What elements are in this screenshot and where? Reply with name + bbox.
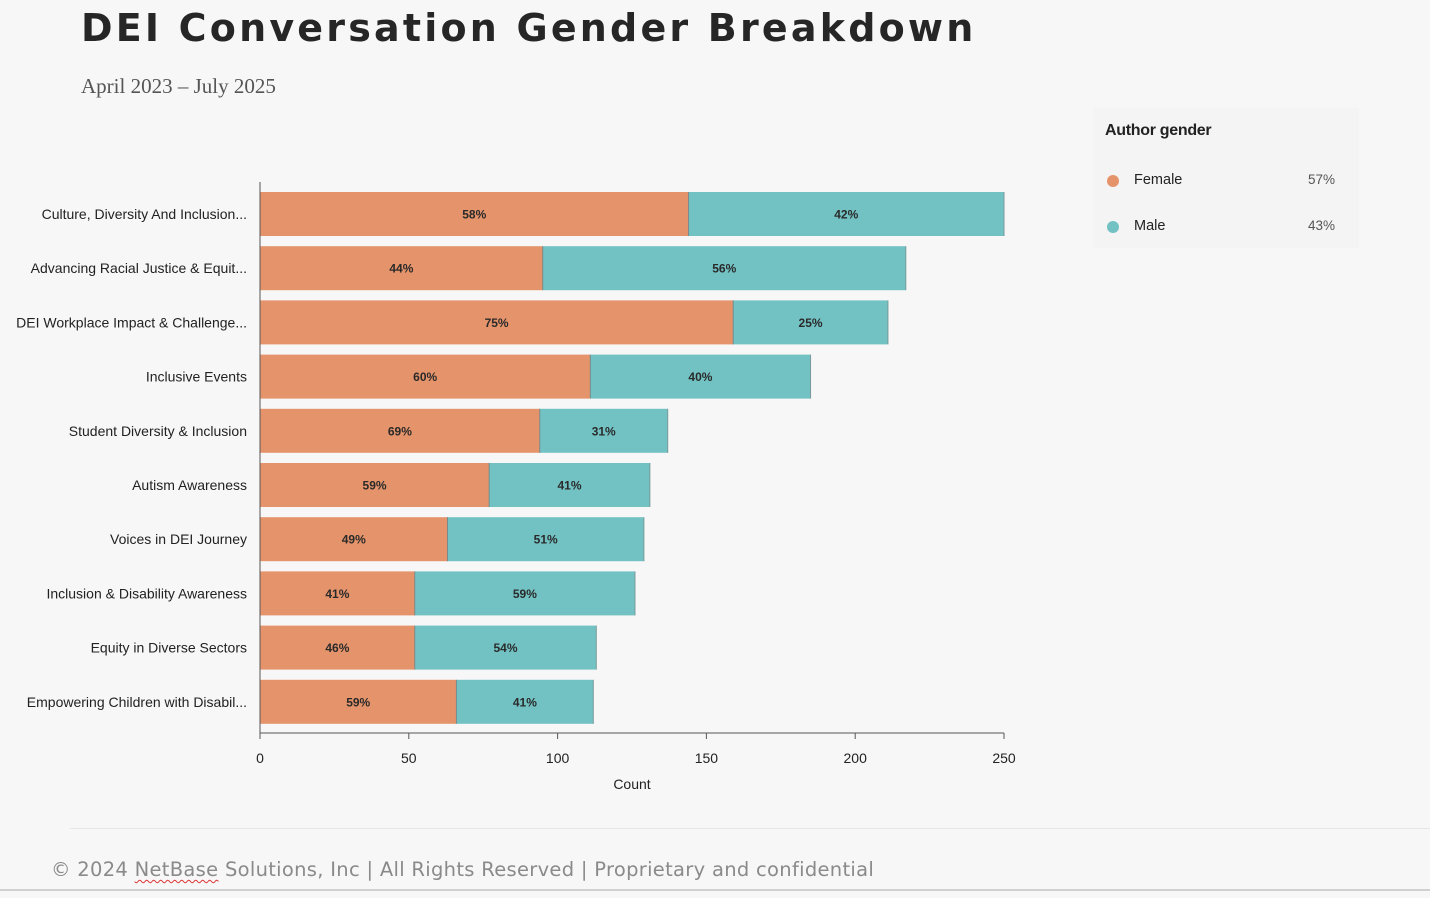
data-label-male: 41% [513,695,537,709]
data-label-female: 44% [389,262,413,276]
bar-male [456,679,594,724]
data-label-male: 25% [799,316,823,330]
legend-pct-male: 43% [1308,218,1336,233]
data-label-female: 49% [342,533,366,547]
bar-male [447,517,644,562]
data-label-male: 41% [557,479,581,493]
bar-female [260,625,415,670]
footer-suffix: Solutions, Inc | All Rights Reserved | P… [218,858,875,881]
category-label: Culture, Diversity And Inclusion... [42,206,247,222]
legend-swatch-female [1107,175,1119,187]
x-tick-label: 50 [401,750,417,766]
date-range-subtitle: April 2023 – July 2025 [81,74,276,98]
bar-male [542,246,906,291]
data-label-female: 46% [325,641,349,655]
bar-female [260,517,448,562]
category-label: Autism Awareness [132,477,247,493]
x-tick-label: 200 [844,750,868,766]
stacked-bar-chart: Culture, Diversity And Inclusion... 58% 42… [16,182,1016,792]
bar-female [260,679,457,724]
category-label: Student Diversity & Inclusion [69,423,247,439]
legend-item-male[interactable]: Male 43% [1093,215,1359,239]
x-tick-label: 150 [695,750,719,766]
footer-brand: NetBase [134,858,219,881]
footer-prefix: © 2024 [51,858,135,881]
legend-item-female[interactable]: Female 57% [1093,169,1359,193]
bar-female [260,408,540,453]
category-label: Voices in DEI Journey [110,531,247,547]
data-label-male: 40% [688,370,712,384]
category-label: Equity in Diverse Sectors [91,640,247,656]
data-label-female: 41% [325,587,349,601]
category-label: DEI Workplace Impact & Challenge... [16,314,247,330]
bar-female [260,463,490,507]
category-label: Inclusive Events [146,369,247,385]
bottom-border [0,889,1430,891]
data-label-male: 31% [592,424,616,438]
data-label-female: 69% [388,424,412,438]
bar-female [260,246,543,291]
bar-male [539,408,668,453]
data-label-male: 56% [712,262,736,276]
x-tick-label: 0 [256,750,264,766]
bar-female [260,300,734,345]
x-tick-label: 100 [546,750,570,766]
x-tick-label: 250 [992,750,1016,766]
legend-pct-female: 57% [1308,172,1336,187]
legend-title: Author gender [1105,122,1212,139]
legend-label-female: Female [1134,172,1183,188]
data-label-female: 60% [413,370,437,384]
data-label-male: 59% [513,587,537,601]
data-label-female: 58% [462,208,486,222]
legend: Author gender Female 57% Male 43% [1093,108,1359,248]
bar-male [489,463,650,507]
data-label-female: 59% [346,695,370,709]
bar-female [260,192,689,236]
bar-male [414,571,635,616]
category-label: Inclusion & Disability Awareness [46,585,247,601]
legend-label-male: Male [1134,218,1166,234]
category-label: Advancing Racial Justice & Equit... [31,260,247,276]
bar-female [260,354,591,399]
footer-divider [70,828,1430,829]
data-label-male: 42% [834,208,858,222]
page-title: DEI Conversation Gender Breakdown [81,6,977,50]
bar-male [688,192,1004,236]
bar-female [260,571,415,616]
bar-male [414,625,597,670]
x-axis-title: Count [613,776,650,792]
data-label-female: 75% [485,316,509,330]
legend-swatch-male [1107,221,1119,233]
data-label-male: 54% [494,641,518,655]
category-label: Empowering Children with Disabil... [27,694,247,710]
bar-male [590,354,811,399]
bar-male [733,300,888,345]
data-label-female: 59% [363,479,387,493]
data-label-male: 51% [534,533,558,547]
footer-copyright: © 2024 NetBase Solutions, Inc | All Righ… [51,858,874,881]
